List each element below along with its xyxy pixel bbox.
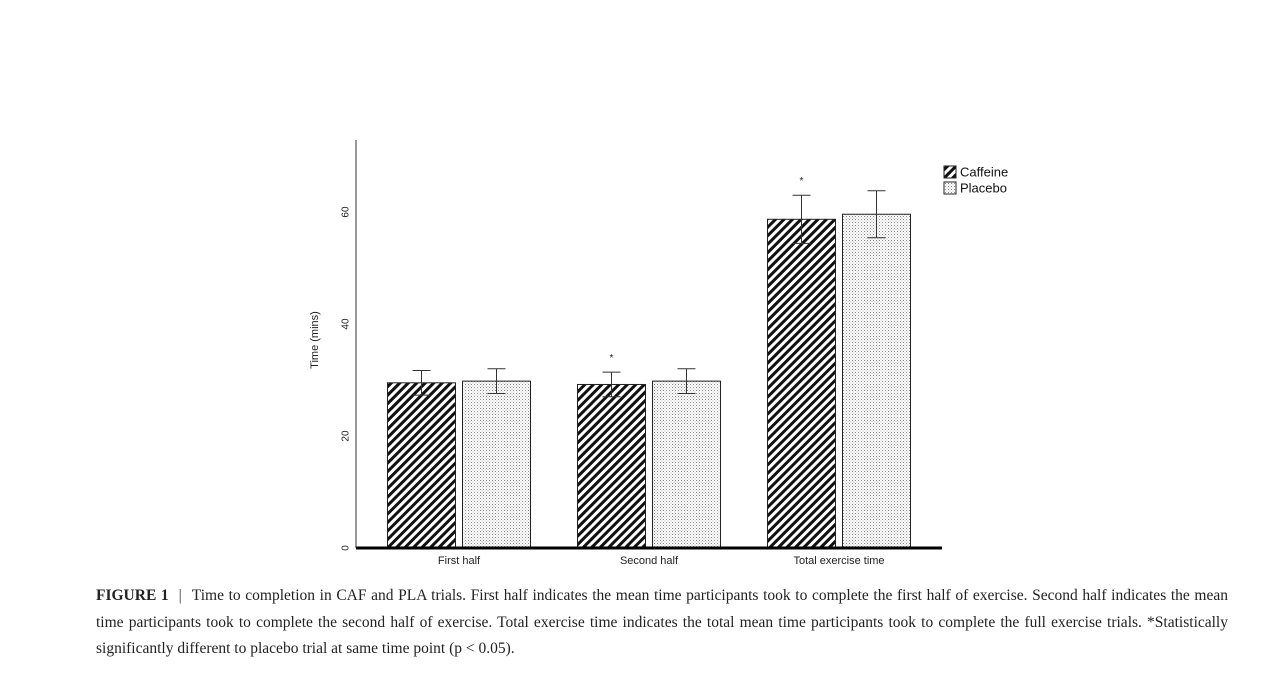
y-tick-label: 60 bbox=[341, 206, 352, 218]
bar-placebo bbox=[652, 380, 721, 549]
legend-item-caffeine: Caffeine bbox=[943, 165, 1008, 180]
y-axis: 0 20 40 60 bbox=[341, 140, 357, 551]
bar-caffeine bbox=[577, 383, 646, 549]
error-bar-placebo bbox=[677, 368, 696, 394]
figure-label: FIGURE 1 bbox=[96, 587, 169, 604]
y-tick-label: 20 bbox=[341, 430, 352, 442]
caption-text: Time to completion in CAF and PLA trials… bbox=[96, 587, 1228, 657]
legend-item-placebo: Placebo bbox=[943, 181, 1007, 196]
bar-placebo bbox=[462, 380, 531, 549]
significance-marker: * bbox=[610, 353, 614, 364]
caption-separator: | bbox=[178, 587, 182, 604]
legend-label: Caffeine bbox=[960, 165, 1008, 180]
y-tick-label: 40 bbox=[341, 318, 352, 330]
error-bar-placebo bbox=[487, 368, 506, 394]
figure-caption: FIGURE 1 | Time to completion in CAF and P… bbox=[96, 583, 1228, 663]
bar-caffeine bbox=[767, 218, 836, 549]
bars-group: ** bbox=[387, 176, 911, 549]
x-axis: First half Second half Total exercise time bbox=[356, 546, 942, 567]
x-tick-label: First half bbox=[438, 555, 481, 567]
y-axis-label: Time (mins) bbox=[309, 311, 321, 369]
error-bar-caffeine bbox=[792, 194, 811, 244]
legend-swatch bbox=[943, 181, 957, 195]
error-bar-placebo bbox=[867, 190, 886, 239]
bar-placebo bbox=[842, 213, 911, 549]
legend-label: Placebo bbox=[960, 181, 1007, 196]
x-tick-label: Total exercise time bbox=[793, 555, 884, 567]
legend-swatch bbox=[943, 165, 957, 179]
bar-caffeine bbox=[387, 382, 456, 549]
error-bar-caffeine bbox=[602, 371, 621, 398]
x-tick-label: Second half bbox=[620, 555, 679, 567]
y-tick-label: 0 bbox=[341, 545, 352, 551]
error-bar-caffeine bbox=[412, 369, 431, 396]
significance-marker: * bbox=[800, 176, 804, 187]
